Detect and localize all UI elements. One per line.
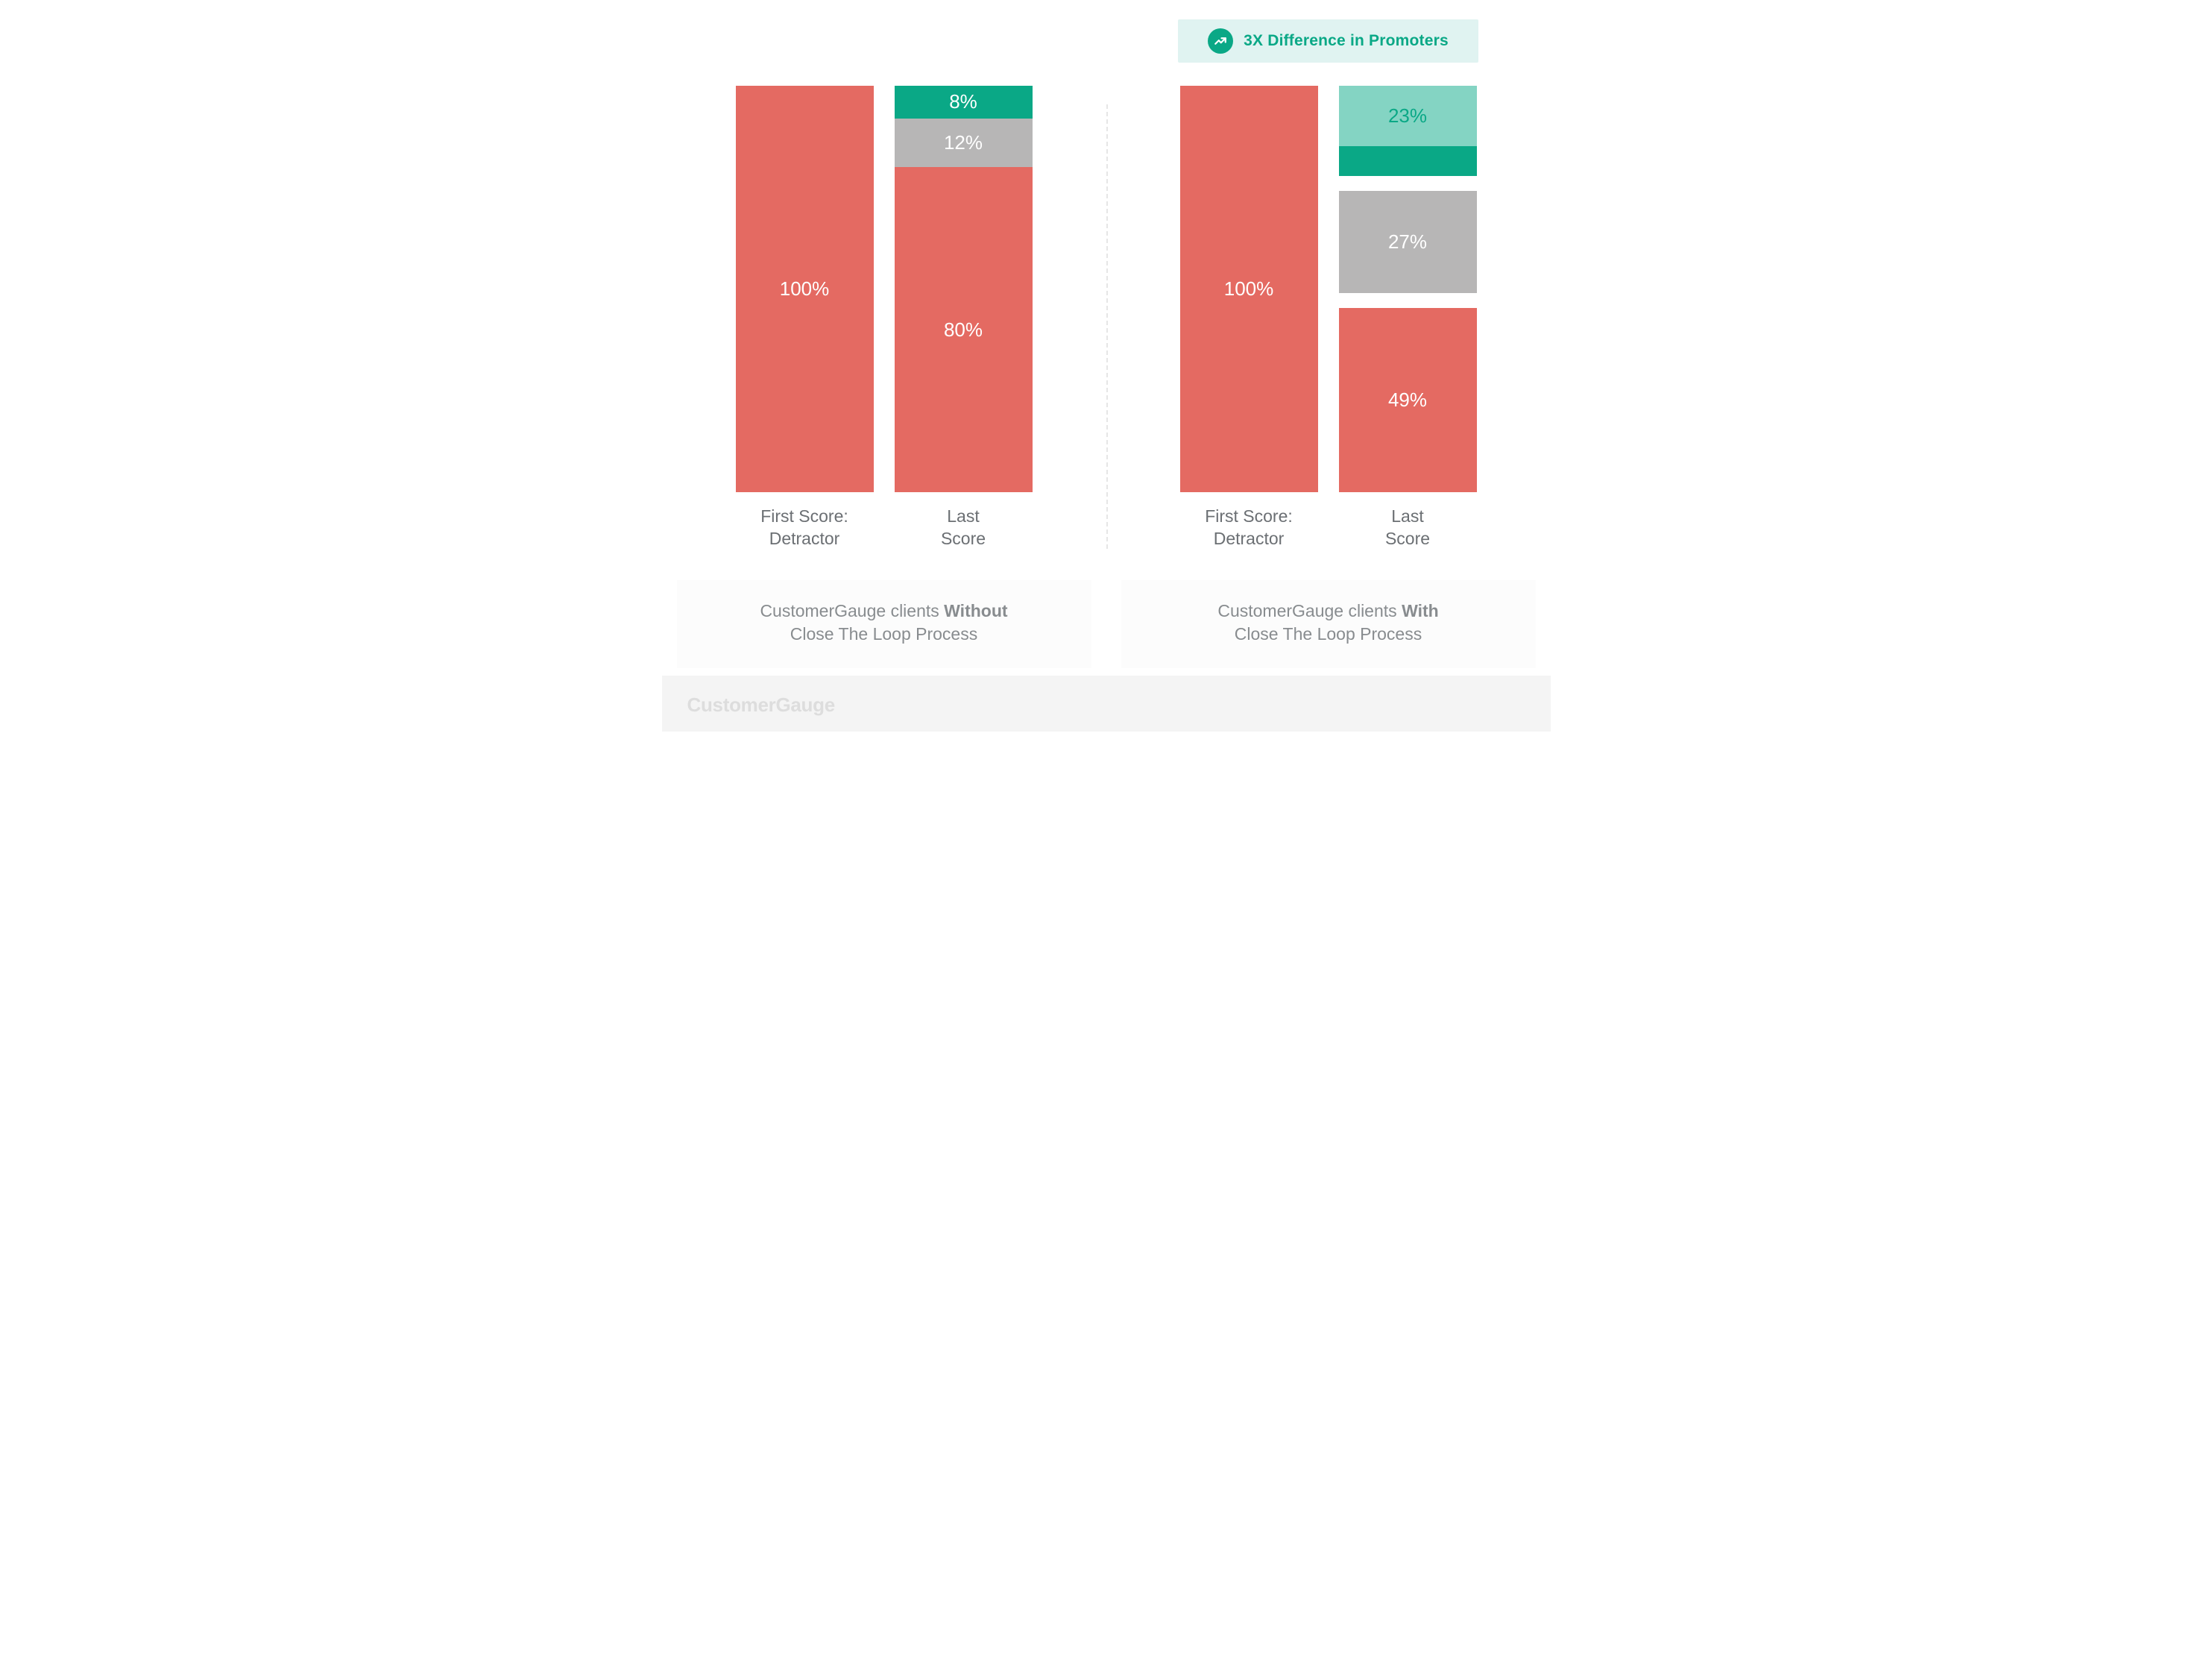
bar-segment: 49% bbox=[1339, 308, 1477, 492]
badge-text: 3X Difference in Promoters bbox=[1244, 32, 1449, 50]
stacked-bar: 100% bbox=[736, 86, 874, 492]
caption-suffix: Close The Loop Process bbox=[1235, 624, 1422, 644]
panel-caption: CustomerGauge clients Without Close The L… bbox=[677, 580, 1091, 668]
chart-row: 100%80%12%8% bbox=[677, 75, 1091, 492]
bar-segment: 8% bbox=[895, 86, 1033, 119]
page-root: 100%80%12%8%First Score: DetractorLast S… bbox=[632, 0, 1581, 732]
footer: CustomerGauge bbox=[662, 676, 1551, 732]
panel-with: 3X Difference in Promoters 100%49% 27% 23% F… bbox=[1106, 15, 1551, 668]
panel-caption: CustomerGauge clients With Close The Loop… bbox=[1121, 580, 1536, 668]
axis-label: First Score: Detractor bbox=[1180, 506, 1318, 550]
chart-row: 100%49% 27% 23% bbox=[1121, 75, 1536, 492]
bar-segment: 100% bbox=[736, 86, 874, 492]
axis-label: First Score: Detractor bbox=[736, 506, 874, 550]
promoter-difference-badge: 3X Difference in Promoters bbox=[1178, 19, 1478, 63]
bar-column: 49% 27% 23% bbox=[1339, 86, 1477, 492]
caption-prefix: CustomerGauge clients bbox=[760, 601, 944, 620]
panels-row: 100%80%12%8%First Score: DetractorLast S… bbox=[662, 15, 1551, 668]
caption-bold: Without bbox=[944, 601, 1007, 620]
axis-labels-row: First Score: Detractor Last Score bbox=[1121, 506, 1536, 550]
bar-segment bbox=[1339, 176, 1477, 191]
stacked-bar: 80%12%8% bbox=[895, 86, 1033, 492]
panel-without: 100%80%12%8% First Score: Detractor Last S… bbox=[662, 15, 1106, 668]
axis-labels-row: First Score: Detractor Last Score bbox=[677, 506, 1091, 550]
caption-suffix: Close The Loop Process bbox=[790, 624, 977, 644]
caption-bold: With bbox=[1402, 601, 1439, 620]
badge-area: 3X Difference in Promoters bbox=[1121, 15, 1536, 67]
caption-prefix: CustomerGauge clients bbox=[1217, 601, 1402, 620]
bar-segment: 27% bbox=[1339, 191, 1477, 292]
badge-area bbox=[677, 15, 1091, 67]
stacked-bar: 49% 27% 23% bbox=[1339, 86, 1477, 492]
bar-column: 100% bbox=[1180, 86, 1318, 492]
axis-label: Last Score bbox=[1339, 506, 1477, 550]
bar-column: 100% bbox=[736, 86, 874, 492]
stacked-bar: 100% bbox=[1180, 86, 1318, 492]
trend-up-icon bbox=[1208, 28, 1233, 54]
bar-segment: 12% bbox=[895, 119, 1033, 167]
axis-label: Last Score bbox=[895, 506, 1033, 550]
bar-segment: 80% bbox=[895, 167, 1033, 492]
footer-logo: CustomerGauge bbox=[687, 694, 1525, 717]
bar-segment bbox=[1339, 293, 1477, 308]
bar-segment bbox=[1339, 146, 1477, 176]
bar-column: 80%12%8% bbox=[895, 86, 1033, 492]
bar-segment: 100% bbox=[1180, 86, 1318, 492]
bar-segment: 23% bbox=[1339, 86, 1477, 146]
